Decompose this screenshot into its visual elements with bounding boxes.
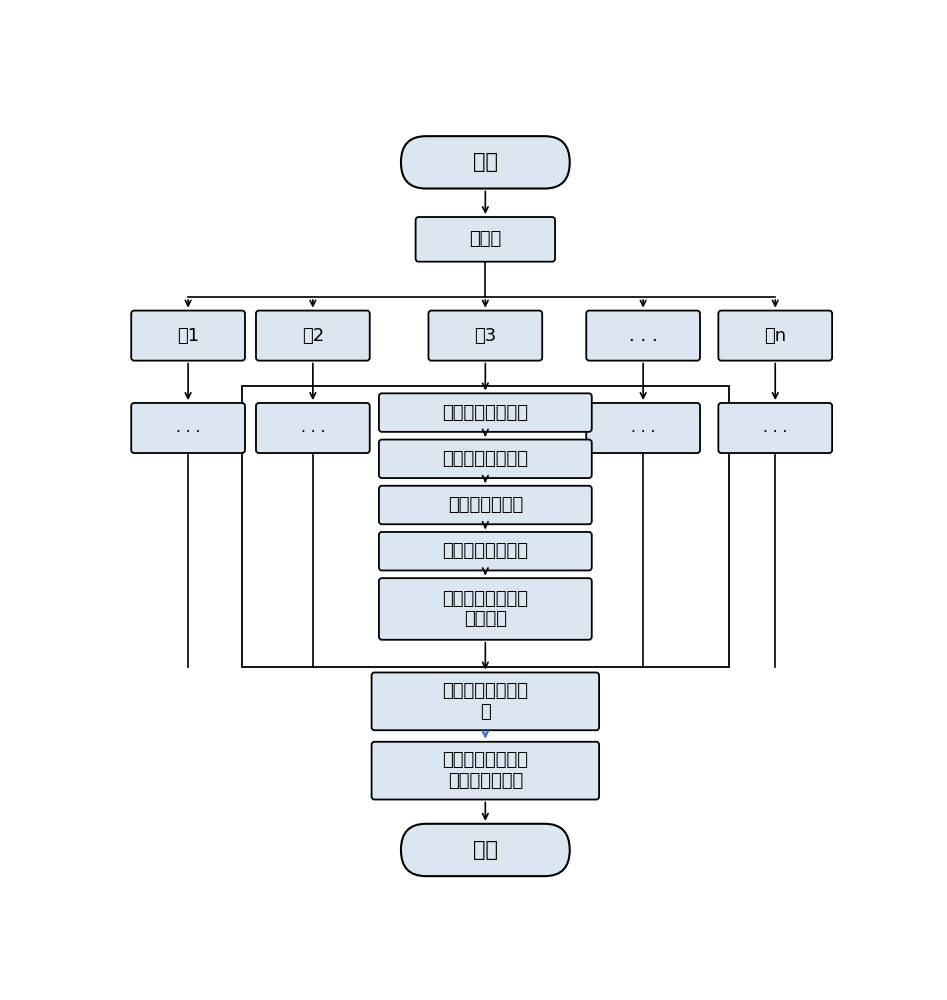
FancyBboxPatch shape xyxy=(719,403,832,453)
FancyBboxPatch shape xyxy=(256,311,369,361)
Text: 识别简单孔并抑制: 识别简单孔并抑制 xyxy=(442,450,528,468)
FancyBboxPatch shape xyxy=(586,403,700,453)
Text: 识别阶梯槽、相交
孔并抑制: 识别阶梯槽、相交 孔并抑制 xyxy=(442,590,528,628)
Text: 结束: 结束 xyxy=(473,840,498,860)
Bar xyxy=(241,386,729,667)
FancyBboxPatch shape xyxy=(586,311,700,361)
Text: . . .: . . . xyxy=(301,420,325,436)
Text: . . .: . . . xyxy=(763,420,787,436)
Text: 开始: 开始 xyxy=(473,152,498,172)
Text: . . .: . . . xyxy=(629,327,657,345)
Text: 识别台阶孔并抑制: 识别台阶孔并抑制 xyxy=(442,404,528,422)
FancyBboxPatch shape xyxy=(132,403,245,453)
Text: 腔3: 腔3 xyxy=(474,327,496,345)
FancyBboxPatch shape xyxy=(416,217,555,262)
FancyBboxPatch shape xyxy=(379,486,592,524)
Text: . . .: . . . xyxy=(631,420,655,436)
Text: . . .: . . . xyxy=(176,420,200,436)
Text: 腔1: 腔1 xyxy=(177,327,199,345)
Text: 腔2: 腔2 xyxy=(302,327,324,345)
Text: 识别凸台并抑制: 识别凸台并抑制 xyxy=(448,496,523,514)
FancyBboxPatch shape xyxy=(379,532,592,570)
Text: 腔分组: 腔分组 xyxy=(469,230,502,248)
FancyBboxPatch shape xyxy=(371,742,599,800)
Text: 识别外轮廃、框架
筋: 识别外轮廃、框架 筋 xyxy=(442,682,528,721)
Text: 识别腔内筋并抑制: 识别腔内筋并抑制 xyxy=(442,542,528,560)
FancyBboxPatch shape xyxy=(379,440,592,478)
FancyBboxPatch shape xyxy=(401,824,570,876)
FancyBboxPatch shape xyxy=(719,311,832,361)
FancyBboxPatch shape xyxy=(428,311,543,361)
FancyBboxPatch shape xyxy=(371,672,599,730)
FancyBboxPatch shape xyxy=(401,136,570,189)
FancyBboxPatch shape xyxy=(379,578,592,640)
FancyBboxPatch shape xyxy=(256,403,369,453)
Text: 抑制各阶梯槽最高
层获得毛坡模型: 抑制各阶梯槽最高 层获得毛坡模型 xyxy=(442,751,528,790)
FancyBboxPatch shape xyxy=(379,393,592,432)
FancyBboxPatch shape xyxy=(132,311,245,361)
Text: 腔n: 腔n xyxy=(764,327,786,345)
